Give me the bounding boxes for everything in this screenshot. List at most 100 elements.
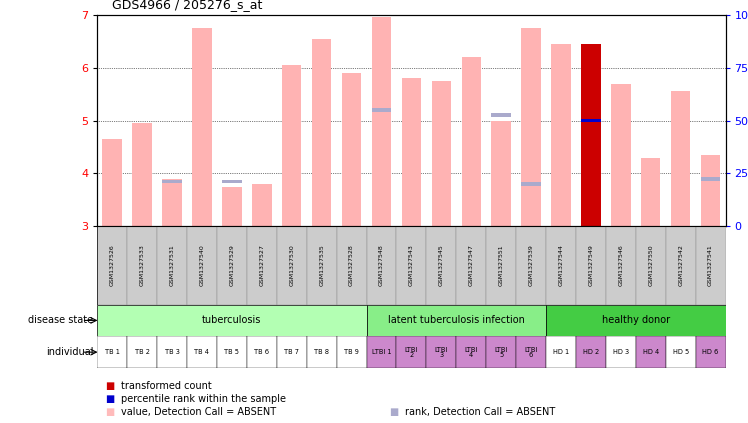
- Text: GSM1327531: GSM1327531: [170, 244, 174, 286]
- Bar: [671, 91, 690, 226]
- Bar: [307, 226, 337, 305]
- Text: GSM1327535: GSM1327535: [319, 244, 324, 286]
- Bar: [367, 336, 396, 368]
- Text: GSM1327550: GSM1327550: [649, 244, 653, 286]
- Bar: [337, 226, 367, 305]
- Bar: [282, 65, 301, 226]
- Text: GSM1327542: GSM1327542: [678, 244, 683, 286]
- Bar: [426, 226, 456, 305]
- Bar: [636, 336, 666, 368]
- Bar: [277, 336, 307, 368]
- Text: TB 3: TB 3: [165, 349, 180, 355]
- Text: GSM1327547: GSM1327547: [469, 244, 473, 286]
- Bar: [102, 139, 122, 226]
- Bar: [192, 28, 212, 226]
- Bar: [701, 155, 720, 226]
- Text: TB 7: TB 7: [284, 349, 299, 355]
- Bar: [247, 336, 277, 368]
- Bar: [372, 17, 391, 226]
- Text: GSM1327528: GSM1327528: [349, 244, 354, 286]
- Bar: [97, 305, 367, 336]
- Bar: [546, 305, 726, 336]
- Bar: [367, 226, 396, 305]
- Text: percentile rank within the sample: percentile rank within the sample: [121, 394, 286, 404]
- Bar: [611, 83, 631, 226]
- Text: GSM1327546: GSM1327546: [619, 244, 623, 286]
- Bar: [342, 73, 361, 226]
- Bar: [456, 226, 486, 305]
- Bar: [127, 226, 157, 305]
- Bar: [641, 157, 660, 226]
- Bar: [97, 226, 127, 305]
- Text: TB 5: TB 5: [224, 349, 239, 355]
- Text: ■: ■: [105, 381, 114, 391]
- Text: TB 6: TB 6: [254, 349, 269, 355]
- Bar: [521, 182, 541, 186]
- Bar: [187, 336, 217, 368]
- Bar: [636, 226, 666, 305]
- Text: HD 4: HD 4: [643, 349, 659, 355]
- Bar: [666, 336, 696, 368]
- Text: LTBI
5: LTBI 5: [494, 346, 508, 358]
- Bar: [157, 336, 187, 368]
- Text: individual: individual: [46, 347, 94, 357]
- Text: HD 1: HD 1: [553, 349, 569, 355]
- Bar: [606, 336, 636, 368]
- Bar: [222, 179, 242, 183]
- Text: HD 5: HD 5: [672, 349, 689, 355]
- Bar: [372, 108, 391, 112]
- Bar: [97, 336, 127, 368]
- Bar: [576, 226, 606, 305]
- Bar: [426, 336, 456, 368]
- Bar: [606, 226, 636, 305]
- Text: TB 8: TB 8: [314, 349, 329, 355]
- Text: ■: ■: [105, 394, 114, 404]
- Text: HD 2: HD 2: [583, 349, 599, 355]
- Bar: [277, 226, 307, 305]
- Bar: [581, 119, 601, 122]
- Bar: [217, 336, 247, 368]
- Bar: [696, 336, 726, 368]
- Text: tuberculosis: tuberculosis: [202, 316, 262, 325]
- Text: HD 3: HD 3: [613, 349, 629, 355]
- Text: GSM1327548: GSM1327548: [379, 244, 384, 286]
- Bar: [491, 113, 511, 117]
- Text: HD 6: HD 6: [702, 349, 719, 355]
- Bar: [312, 38, 331, 226]
- Text: ■: ■: [389, 407, 398, 417]
- Bar: [701, 177, 720, 181]
- Text: GDS4966 / 205276_s_at: GDS4966 / 205276_s_at: [112, 0, 263, 11]
- Bar: [187, 226, 217, 305]
- Text: ■: ■: [105, 407, 114, 417]
- Text: disease state: disease state: [28, 316, 94, 325]
- Text: transformed count: transformed count: [121, 381, 212, 391]
- Text: rank, Detection Call = ABSENT: rank, Detection Call = ABSENT: [405, 407, 556, 417]
- Bar: [666, 226, 696, 305]
- Text: GSM1327544: GSM1327544: [559, 244, 563, 286]
- Text: LTBI
6: LTBI 6: [524, 346, 538, 358]
- Text: GSM1327527: GSM1327527: [260, 244, 264, 286]
- Text: GSM1327529: GSM1327529: [230, 244, 234, 286]
- Text: GSM1327540: GSM1327540: [200, 244, 204, 286]
- Text: GSM1327549: GSM1327549: [589, 244, 593, 286]
- Text: LTBI
3: LTBI 3: [435, 346, 448, 358]
- Bar: [491, 121, 511, 226]
- Text: TB 2: TB 2: [135, 349, 150, 355]
- Text: LTBI
2: LTBI 2: [405, 346, 418, 358]
- Bar: [516, 336, 546, 368]
- Bar: [247, 226, 277, 305]
- Text: GSM1327539: GSM1327539: [529, 244, 533, 286]
- Bar: [432, 81, 451, 226]
- Bar: [396, 336, 426, 368]
- Bar: [546, 336, 576, 368]
- Text: GSM1327533: GSM1327533: [140, 244, 144, 286]
- Bar: [252, 184, 272, 226]
- Text: GSM1327541: GSM1327541: [708, 244, 713, 286]
- Bar: [217, 226, 247, 305]
- Text: TB 1: TB 1: [105, 349, 120, 355]
- Bar: [222, 187, 242, 226]
- Text: LTBI
4: LTBI 4: [465, 346, 478, 358]
- Text: GSM1327530: GSM1327530: [289, 244, 294, 286]
- Bar: [486, 336, 516, 368]
- Bar: [162, 179, 182, 226]
